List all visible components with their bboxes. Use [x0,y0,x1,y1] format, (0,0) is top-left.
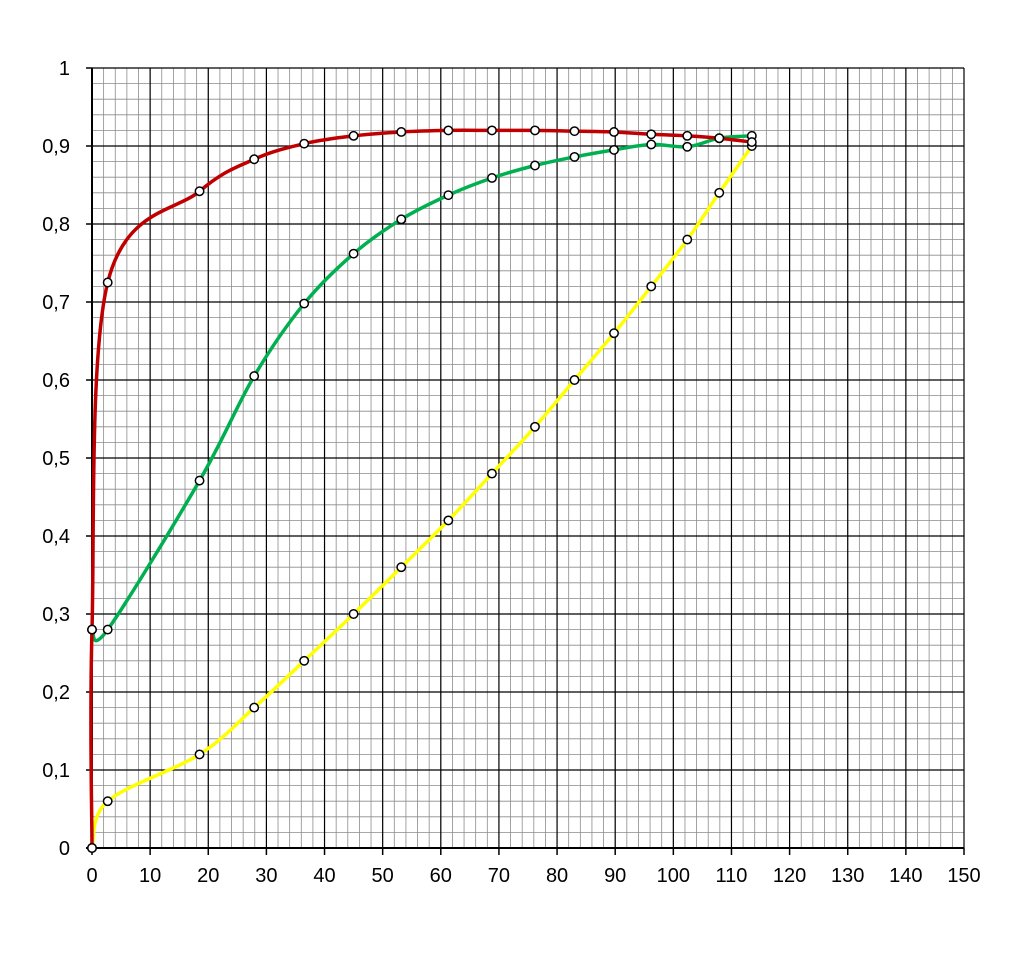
data-point-series-2 [102,624,113,635]
data-point-series-3 [530,421,540,432]
data-point-series-1 [249,154,260,165]
data-point-series-1 [443,125,454,136]
series-markers [87,125,757,853]
x-tick-label: 120 [773,865,806,887]
y-tick-labels: 0 0,1 0,2 0,3 0,4 0,5 0,6 0,7 0,8 0,9 1 [42,58,70,860]
x-tick-label: 70 [488,865,510,887]
data-point-series-2 [396,214,407,225]
data-point-series-1 [646,129,657,140]
data-point-series-2 [443,190,454,201]
data-point-series-1 [609,127,619,137]
x-tick-label: 130 [831,865,864,887]
data-point-series-2 [530,160,540,171]
data-point-series-3 [487,468,497,479]
x-tick-label: 60 [430,865,452,887]
y-tick-label: 0,3 [42,604,70,626]
data-point-series-1 [487,125,497,136]
data-point-series-2 [194,475,205,486]
x-tick-label: 10 [139,865,161,887]
data-point-series-1 [299,138,310,149]
y-tick-label: 0,5 [42,448,70,470]
data-point-series-2 [609,144,619,155]
data-point-series-3 [569,375,580,385]
data-point-series-1 [714,133,725,144]
data-point-series-1 [569,126,580,137]
y-tick-label: 0,6 [42,370,70,392]
data-point-series-3 [646,281,657,292]
data-point-series-3 [249,702,260,713]
x-tick-label: 90 [604,865,626,887]
data-point-series-1 [348,130,359,141]
x-tick-label: 80 [546,865,568,887]
x-tick-label: 30 [255,865,277,887]
data-point-series-1 [87,843,97,853]
x-tick-label: 150 [947,865,980,887]
data-point-series-3 [348,609,359,619]
y-tick-label: 0,8 [42,214,70,236]
data-point-series-2 [487,173,497,183]
data-point-series-2 [682,141,693,152]
data-point-series-2 [646,139,657,150]
x-tick-label: 40 [313,865,335,887]
major-gridlines [91,67,965,849]
y-tick-label: 0 [59,838,70,860]
y-tick-label: 0,9 [42,136,70,158]
data-point-series-3 [682,234,693,245]
x-tick-label: 0 [86,865,97,887]
x-tick-label: 100 [657,865,690,887]
y-tick-label: 0,1 [42,760,70,782]
x-tick-label: 50 [372,865,394,887]
data-point-series-3 [299,655,310,666]
data-point-series-3 [102,796,113,807]
y-tick-label: 1 [59,58,70,80]
data-point-series-2 [299,298,310,309]
x-tick-label: 20 [197,865,219,887]
data-point-series-3 [443,515,454,526]
data-point-series-1 [530,125,540,136]
data-point-series-1 [396,127,407,137]
data-point-series-3 [714,187,725,198]
data-point-series-1 [682,130,693,141]
y-tick-label: 0,2 [42,682,70,704]
data-point-series-3 [396,562,407,573]
data-point-series-2 [249,371,260,382]
data-point-series-3 [609,328,619,339]
x-tick-label: 140 [889,865,922,887]
y-tick-label: 0,7 [42,292,70,314]
series-line-2 [90,134,754,643]
data-point-series-2 [348,248,359,259]
data-point-series-1 [194,186,205,197]
data-point-series-1 [746,137,757,148]
data-point-series-1 [87,624,97,635]
y-tick-label: 0,4 [42,526,70,548]
data-point-series-2 [569,151,580,162]
axes [86,67,965,855]
data-point-series-3 [194,749,205,760]
x-tick-labels: 0 10 20 30 40 50 60 70 80 90 100 110 120 130 140 150 [86,865,980,887]
x-tick-label: 110 [716,865,748,887]
data-point-series-1 [102,277,113,288]
